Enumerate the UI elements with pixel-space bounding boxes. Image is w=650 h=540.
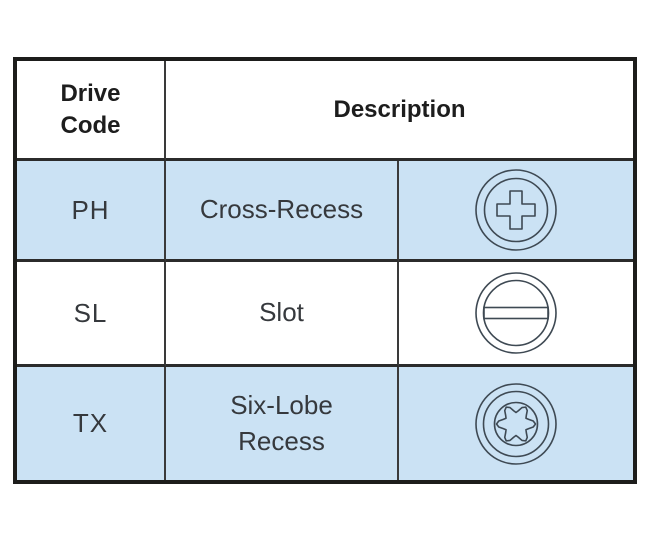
description-header-label: Description xyxy=(333,95,466,123)
description-label: Slot xyxy=(259,297,304,328)
code-label: TX xyxy=(72,408,109,438)
table-row-ph-code: PH xyxy=(17,161,166,262)
slot-icon xyxy=(475,272,557,354)
code-label: SL xyxy=(73,297,108,328)
drive-code-header-label: Drive Code xyxy=(60,80,121,139)
six-lobe-recess-icon xyxy=(475,382,557,465)
table-row-sl-description: Slot xyxy=(166,262,399,367)
table-row-tx-code: TX xyxy=(17,367,166,480)
header-cell-description: Description xyxy=(166,61,633,161)
cross-recess-icon xyxy=(475,169,557,251)
table-row-ph-symbol xyxy=(399,161,633,262)
code-label: PH xyxy=(71,194,110,225)
table-row-sl-symbol xyxy=(399,262,633,367)
description-label: Six-Lobe Recess xyxy=(230,390,333,456)
table-row-ph-description: Cross-Recess xyxy=(166,161,399,262)
table-row-sl-code: SL xyxy=(17,262,166,367)
description-label: Cross-Recess xyxy=(199,194,364,225)
table-row-tx-symbol xyxy=(399,367,633,480)
header-cell-drive-code: Drive Code xyxy=(17,61,166,161)
table-row-tx-description: Six-Lobe Recess xyxy=(166,367,399,480)
drive-code-table: Drive Code Description PH Cross-Recess S… xyxy=(13,57,637,484)
